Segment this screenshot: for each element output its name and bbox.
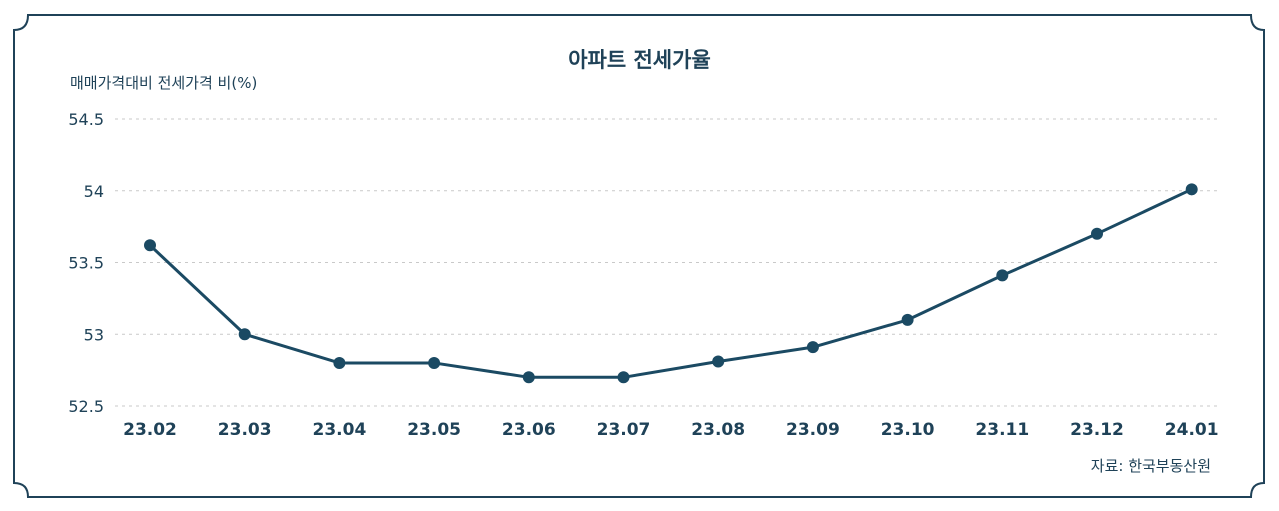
data-point (522, 371, 535, 384)
x-tick-label: 24.01 (1165, 420, 1219, 440)
data-point (996, 269, 1009, 282)
data-point (428, 356, 441, 369)
y-axis-ticks: 54.5 54 53.5 53 52.5 (68, 110, 104, 416)
x-tick-label: 23.06 (502, 420, 556, 440)
x-tick-label: 23.07 (597, 420, 651, 440)
data-point (333, 356, 346, 369)
frame-border (13, 14, 1265, 498)
y-tick-label: 52.5 (68, 397, 104, 416)
x-tick-label: 23.04 (313, 420, 367, 440)
source-note: 자료: 한국부동산원 (1090, 457, 1211, 475)
x-tick-label: 23.08 (691, 420, 745, 440)
y-tick-label: 54 (84, 182, 104, 201)
data-point (901, 313, 914, 326)
y-axis-label: 매매가격대비 전세가격 비(%) (70, 74, 258, 92)
x-axis-ticks: 23.02 23.03 23.04 23.05 23.06 23.07 23.08 23.09… (123, 420, 1218, 440)
data-point (1185, 183, 1198, 196)
y-tick-label: 53.5 (68, 254, 104, 273)
x-tick-label: 23.09 (786, 420, 840, 440)
gridlines (115, 118, 1220, 407)
data-point (806, 341, 819, 354)
chart-title: 아파트 전세가율 (568, 48, 711, 72)
x-tick-label: 23.05 (407, 420, 461, 440)
data-point (617, 371, 630, 384)
series-points (144, 183, 1198, 384)
x-tick-label: 23.10 (881, 420, 935, 440)
data-point (1091, 227, 1103, 240)
data-point (144, 239, 156, 252)
series-line (148, 187, 1193, 379)
data-point (238, 328, 251, 341)
data-point (712, 355, 725, 368)
y-tick-label: 53 (84, 325, 104, 344)
x-tick-label: 23.12 (1070, 420, 1124, 440)
x-tick-label: 23.11 (975, 420, 1029, 440)
x-tick-label: 23.03 (218, 420, 272, 440)
x-tick-label: 23.02 (123, 420, 177, 440)
y-tick-label: 54.5 (68, 110, 104, 129)
series-line-path (148, 187, 1193, 379)
